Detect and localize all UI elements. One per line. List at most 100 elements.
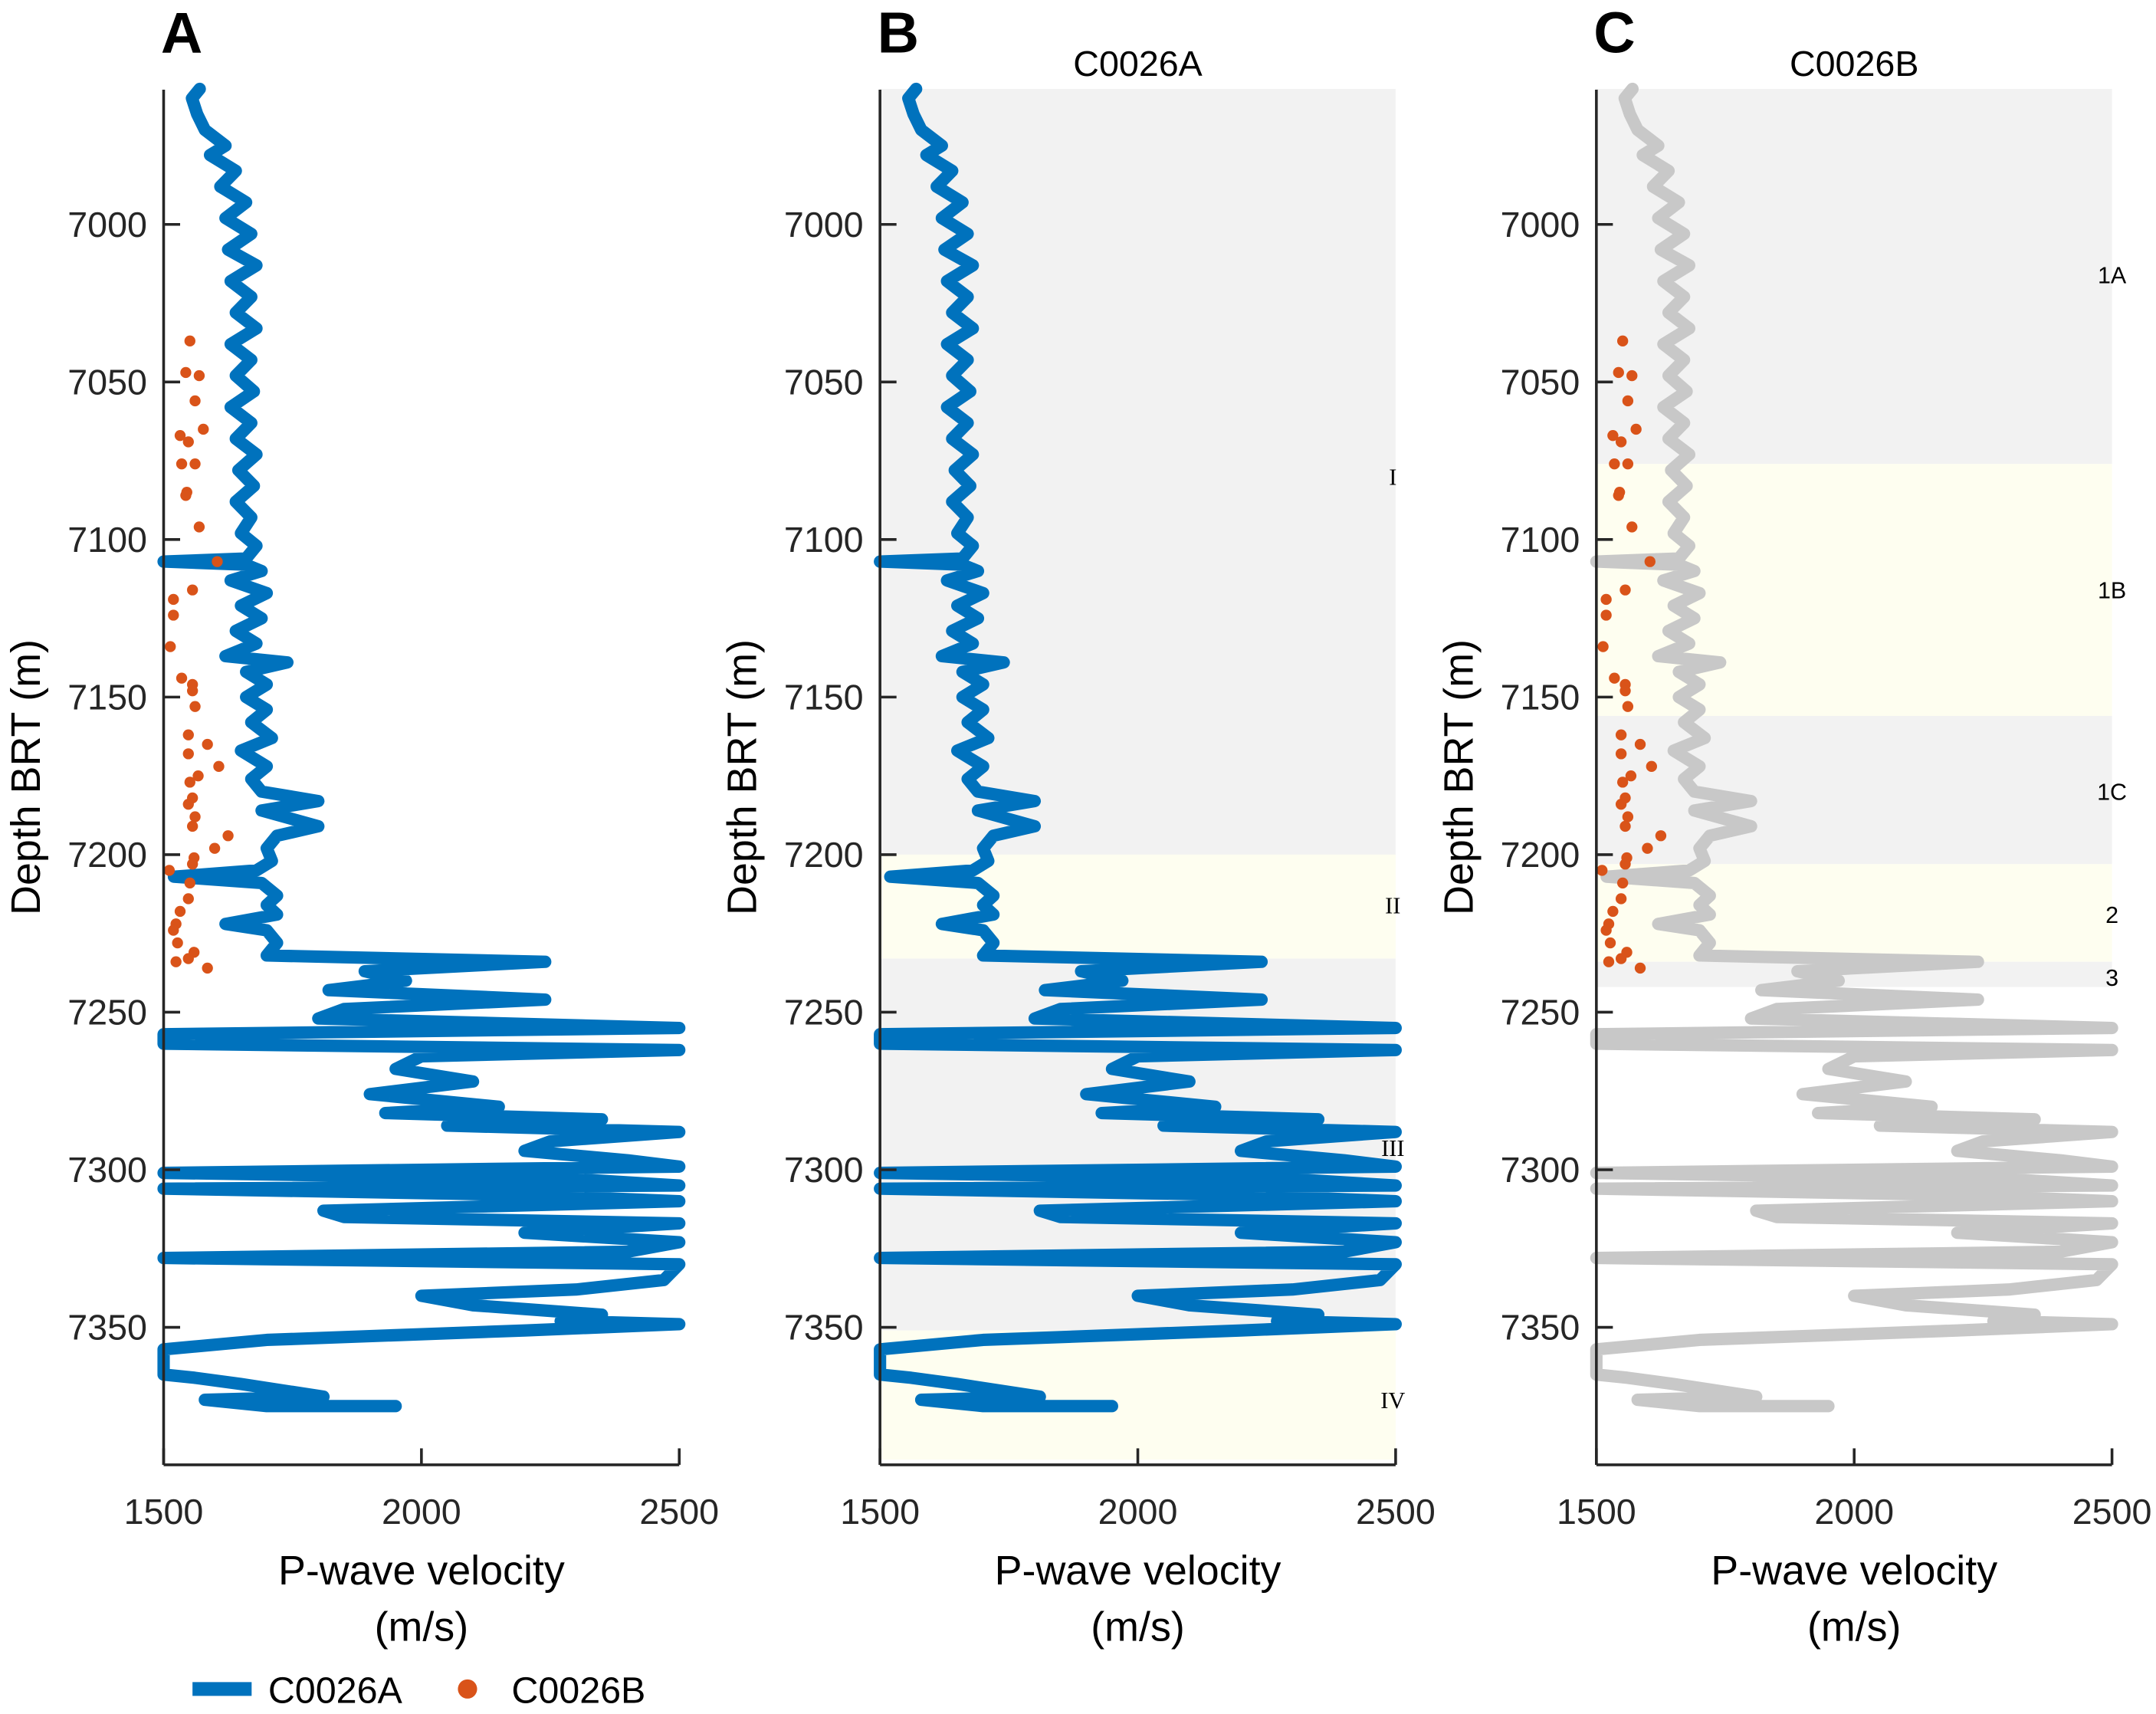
x-tick-label: 2500 — [1356, 1492, 1436, 1532]
x-tick-label: 1500 — [1557, 1492, 1636, 1532]
zone-label: II — [1385, 892, 1400, 918]
data-point-c0026b — [1607, 430, 1619, 442]
y-tick-label: 7250 — [67, 993, 147, 1033]
y-tick-label: 7200 — [784, 835, 864, 875]
data-point-c0026b — [184, 877, 195, 889]
y-tick-label: 7250 — [1501, 993, 1580, 1033]
data-point-c0026b — [1615, 953, 1627, 964]
data-point-c0026b — [182, 798, 194, 810]
y-tick-label: 7050 — [1501, 362, 1580, 402]
x-axis-label: P-wave velocity — [278, 1548, 565, 1594]
legend-label-c0026b: C0026B — [511, 1670, 645, 1711]
y-axis-label: Depth BRT (m) — [3, 639, 49, 915]
y-tick-label: 7100 — [67, 520, 147, 560]
zone-band — [880, 958, 1396, 1331]
data-point-c0026b — [1615, 436, 1627, 448]
data-point-c0026b — [1634, 738, 1646, 750]
x-tick-label: 2000 — [1098, 1492, 1178, 1532]
legend-label-c0026a: C0026A — [268, 1670, 403, 1711]
data-point-c0026b — [180, 490, 192, 501]
x-axis-unit: (m/s) — [1807, 1604, 1902, 1650]
data-point-c0026b — [1626, 369, 1638, 382]
panel-a: 7000 7050 7100 7150 7200 7250 7300 7350 1500 2000… — [3, 1, 719, 1650]
y-tick-label: 7150 — [784, 678, 864, 717]
data-point-c0026b — [1616, 777, 1629, 788]
data-point-c0026b — [189, 811, 201, 823]
data-point-c0026b — [222, 830, 234, 842]
data-point-c0026b — [192, 770, 204, 782]
y-tick-label: 7150 — [1501, 678, 1580, 717]
y-tick-label: 7300 — [784, 1150, 864, 1190]
y-tick-label: 7300 — [67, 1150, 147, 1190]
x-tick-label: 2500 — [2072, 1492, 2152, 1532]
y-tick-label: 7000 — [1501, 205, 1580, 245]
panel-letter: C — [1593, 1, 1635, 65]
data-point-c0026b — [182, 953, 194, 964]
data-point-c0026b — [182, 748, 194, 760]
data-point-c0026b — [1596, 865, 1608, 876]
data-point-c0026b — [1600, 609, 1612, 621]
data-point-c0026b — [1622, 458, 1634, 470]
y-tick-label: 7100 — [784, 520, 864, 560]
data-point-c0026b — [168, 593, 179, 606]
panel-letter: A — [161, 1, 202, 65]
legend: C0026A C0026B — [192, 1670, 645, 1711]
data-point-c0026b — [1655, 830, 1667, 842]
x-tick-label: 2000 — [382, 1492, 461, 1532]
data-point-c0026b — [1604, 937, 1616, 949]
zone-band — [1596, 716, 2112, 865]
y-tick-label: 7200 — [67, 835, 147, 875]
data-point-c0026b — [1616, 877, 1629, 889]
data-point-c0026b — [174, 905, 186, 918]
series-line-c0026a — [1590, 82, 2118, 1413]
data-point-c0026b — [1644, 556, 1656, 567]
data-point-c0026b — [186, 859, 199, 870]
data-point-c0026b — [176, 672, 188, 684]
data-point-c0026b — [1615, 729, 1627, 740]
zone-label: 1B — [2098, 577, 2126, 603]
x-tick-label: 2500 — [639, 1492, 719, 1532]
data-point-c0026b — [1622, 811, 1634, 823]
y-tick-label: 7050 — [67, 362, 147, 402]
data-point-c0026b — [1597, 641, 1609, 652]
y-tick-label: 7250 — [784, 993, 864, 1033]
zone-label: 2 — [2105, 902, 2118, 928]
data-point-c0026b — [184, 335, 195, 347]
panel-title: C0026B — [1790, 44, 1919, 84]
zone-label: IV — [1380, 1387, 1405, 1414]
data-point-c0026b — [1613, 490, 1624, 501]
y-tick-label: 7200 — [1501, 835, 1580, 875]
data-point-c0026b — [1630, 423, 1642, 435]
data-point-c0026b — [186, 584, 199, 596]
y-axis-label: Depth BRT (m) — [720, 639, 766, 915]
panel-title: C0026A — [1073, 44, 1203, 84]
y-tick-label: 7350 — [67, 1308, 147, 1348]
data-point-c0026b — [168, 924, 179, 936]
data-point-c0026b — [1613, 366, 1624, 379]
data-point-c0026b — [1603, 956, 1615, 967]
x-tick-label: 1500 — [840, 1492, 920, 1532]
data-point-c0026b — [198, 423, 209, 435]
panel-c: 1A 1B 1C 2 3 7000 7050 7100 7150 7200 7250 7300 7350… — [1436, 1, 2151, 1650]
data-point-c0026b — [1600, 924, 1612, 936]
y-tick-label: 7050 — [784, 362, 864, 402]
panel-b: IIIIIIIV70007050710071507200725073007350… — [720, 1, 1436, 1650]
data-point-c0026b — [172, 937, 183, 949]
data-point-c0026b — [208, 842, 221, 854]
zone-label: 1C — [2097, 779, 2127, 805]
data-point-c0026b — [1609, 458, 1620, 470]
data-point-c0026b — [193, 521, 205, 533]
data-point-c0026b — [182, 729, 194, 740]
data-point-c0026b — [186, 820, 199, 832]
data-point-c0026b — [1619, 685, 1631, 697]
data-point-c0026b — [213, 760, 225, 772]
data-point-c0026b — [202, 962, 213, 974]
data-point-c0026b — [1619, 820, 1631, 832]
data-point-c0026b — [182, 893, 194, 905]
x-axis-label: P-wave velocity — [995, 1548, 1281, 1594]
data-point-c0026b — [202, 738, 213, 750]
data-point-c0026b — [176, 458, 188, 470]
y-tick-label: 7350 — [784, 1308, 864, 1348]
y-tick-label: 7100 — [1501, 520, 1580, 560]
